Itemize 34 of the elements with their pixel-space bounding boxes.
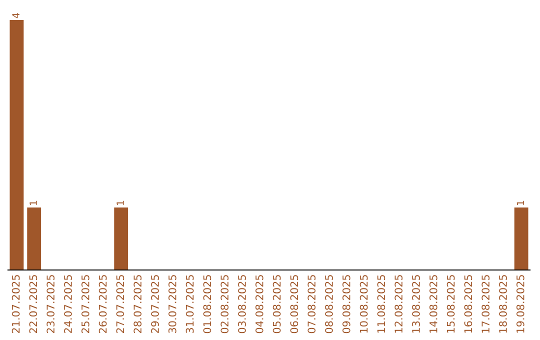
x-tick-label: 24.07.2025 — [64, 275, 72, 334]
x-tick-label: 04.08.2025 — [255, 275, 264, 334]
x-tick-label: 06.08.2025 — [290, 275, 298, 334]
x-tick-label: 14.08.2025 — [429, 275, 438, 333]
x-tick-label: 28.07.2025 — [134, 275, 142, 334]
x-tick-label: 02.08.2025 — [220, 275, 229, 334]
x-tick-label: 08.08.2025 — [325, 275, 333, 334]
x-tick-label: 31.07.2025 — [186, 275, 194, 334]
x-tick-label: 27.07.2025 — [116, 275, 124, 334]
x-tick-label: 05.08.2025 — [272, 275, 281, 334]
data-label: 1 — [516, 200, 524, 206]
x-tick-label: 22.07.2025 — [29, 275, 38, 334]
x-tick-label: 01.08.2025 — [203, 275, 212, 334]
x-tick-label: 18.08.2025 — [499, 275, 507, 333]
x-tick-label: 25.07.2025 — [81, 275, 90, 334]
data-label: 4 — [12, 12, 20, 18]
x-tick-label: 13.08.2025 — [412, 275, 420, 333]
x-tick-label: 17.08.2025 — [482, 275, 490, 333]
x-tick-label: 23.07.2025 — [46, 275, 55, 334]
x-tick-label: 12.08.2025 — [394, 275, 403, 333]
x-tick-label: 16.08.2025 — [464, 275, 472, 333]
x-tick-label: 11.08.2025 — [377, 275, 386, 333]
data-label: 1 — [116, 200, 124, 206]
data-label: 1 — [30, 200, 37, 206]
x-tick-label: 15.08.2025 — [446, 275, 455, 333]
x-tick-label: 30.07.2025 — [168, 275, 176, 334]
x-tick-label: 19.08.2025 — [516, 275, 524, 333]
x-tick-label: 03.08.2025 — [238, 275, 246, 334]
x-tick-label: 09.08.2025 — [342, 275, 350, 334]
x-tick-label: 26.07.2025 — [98, 275, 107, 334]
x-tick-label: 21.07.2025 — [12, 275, 20, 334]
x-tick-label: 10.08.2025 — [360, 275, 368, 333]
x-tick-label: 29.07.2025 — [151, 275, 159, 334]
x-tick-label: 07.08.2025 — [308, 275, 316, 334]
